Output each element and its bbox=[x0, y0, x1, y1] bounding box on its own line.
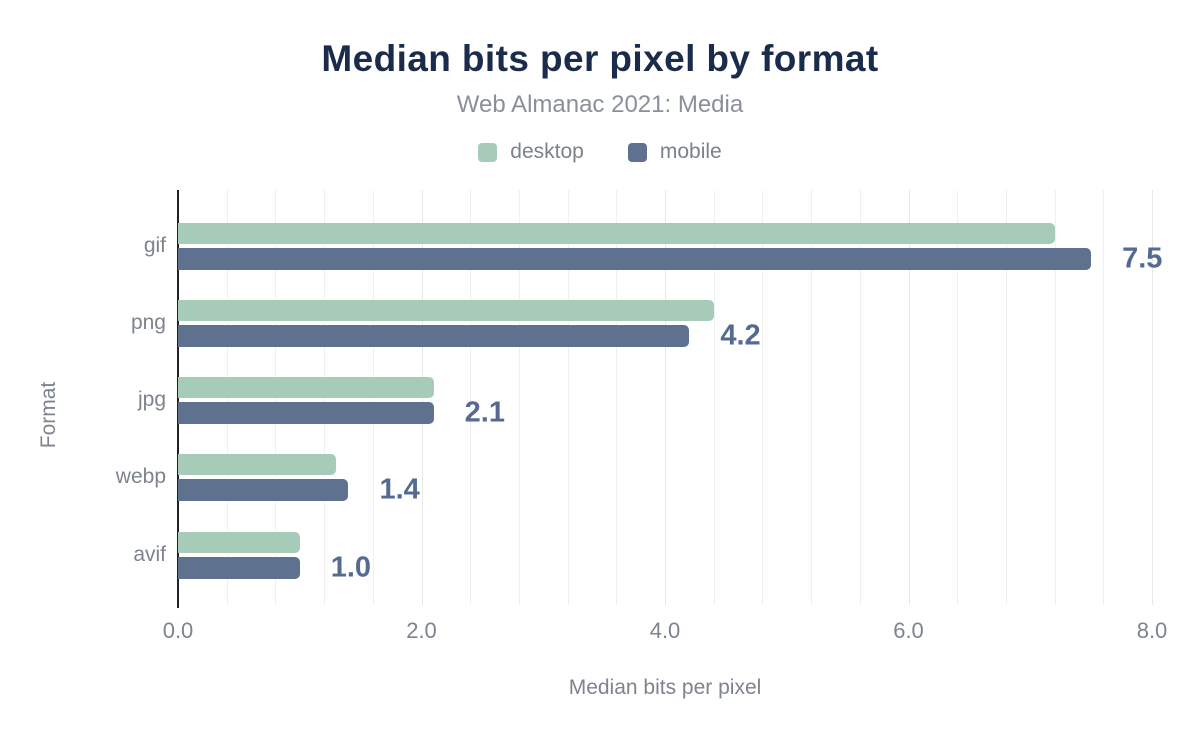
value-label-webp: 1.4 bbox=[379, 473, 420, 506]
bar-desktop-webp bbox=[178, 454, 337, 476]
bar-desktop-png bbox=[178, 299, 714, 321]
category-label-png: png bbox=[130, 310, 166, 334]
x-tick-label-6.0: 6.0 bbox=[893, 618, 924, 643]
legend-label-mobile: mobile bbox=[659, 140, 722, 163]
x-tick-label-8.0: 8.0 bbox=[1136, 618, 1168, 643]
gridline-minor bbox=[714, 190, 715, 605]
x-axis-title: Median bits per pixel bbox=[568, 676, 762, 699]
bar-mobile-png bbox=[178, 324, 690, 347]
x-tick-label-0.0: 0.0 bbox=[162, 618, 194, 643]
category-label-avif: avif bbox=[133, 542, 166, 566]
gridline-minor bbox=[762, 190, 763, 605]
category-label-gif: gif bbox=[143, 233, 166, 257]
gridline-minor bbox=[1103, 190, 1104, 605]
category-label-jpg: jpg bbox=[137, 388, 166, 411]
chart-subtitle: Web Almanac 2021: Media bbox=[456, 91, 744, 118]
legend: desktop mobile bbox=[0, 140, 1200, 164]
gridline-minor bbox=[470, 190, 471, 605]
desktop-swatch-icon bbox=[478, 142, 498, 162]
category-labels: gif png jpg webp avif bbox=[0, 0, 166, 742]
x-tick-label-2.0: 2.0 bbox=[406, 618, 437, 643]
bar-mobile-jpg bbox=[178, 402, 434, 424]
gridline-major bbox=[665, 190, 666, 605]
y-axis-line bbox=[177, 190, 179, 608]
gridline-minor bbox=[957, 190, 958, 605]
gridline-minor bbox=[1055, 190, 1056, 605]
legend-item-desktop: desktop bbox=[478, 140, 584, 164]
gridline-minor bbox=[616, 190, 617, 605]
value-label-gif: 7.5 bbox=[1122, 242, 1163, 274]
chart-title: Median bits per pixel by format bbox=[321, 38, 879, 79]
legend-label-desktop: desktop bbox=[510, 140, 584, 163]
gridline-minor bbox=[860, 190, 861, 605]
legend-item-mobile: mobile bbox=[627, 140, 722, 164]
bar-mobile-avif bbox=[178, 556, 300, 579]
bar-desktop-gif bbox=[178, 222, 1055, 244]
category-label-webp: webp bbox=[115, 465, 166, 489]
gridline-minor bbox=[568, 190, 569, 605]
value-label-png: 4.2 bbox=[720, 319, 761, 352]
gridline-minor bbox=[811, 190, 812, 605]
x-tick-label-4.0: 4.0 bbox=[649, 618, 681, 643]
gridline-minor bbox=[1006, 190, 1007, 605]
bar-mobile-webp bbox=[178, 479, 349, 502]
plot-area: 7.5 4.2 2.1 1.4 1.0 bbox=[177, 190, 1162, 608]
bar-mobile-gif bbox=[178, 247, 1092, 270]
bar-desktop-jpg bbox=[178, 377, 434, 398]
gridline-minor bbox=[519, 190, 520, 605]
gridline-major bbox=[1152, 190, 1153, 605]
bar-desktop-avif bbox=[178, 531, 300, 553]
value-label-jpg: 2.1 bbox=[464, 396, 505, 429]
value-label-avif: 1.0 bbox=[330, 551, 372, 583]
gridline-major bbox=[909, 190, 910, 605]
mobile-swatch-icon bbox=[627, 142, 647, 162]
